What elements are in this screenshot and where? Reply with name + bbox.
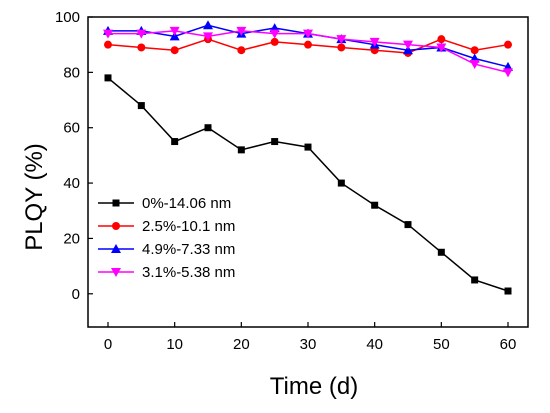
legend-label: 3.1%-5.38 nm <box>142 264 235 281</box>
data-point <box>203 32 213 42</box>
data-point <box>237 46 246 55</box>
data-point <box>137 102 145 110</box>
legend-label: 0%-14.06 nm <box>142 195 231 212</box>
data-point <box>269 29 280 39</box>
axes-layer: 0 10 20 30 40 50 60 0 20 40 60 80 100 <box>55 9 529 353</box>
data-point <box>469 60 480 70</box>
data-point <box>237 146 245 154</box>
data-point <box>137 43 146 52</box>
data-point <box>404 221 412 229</box>
legend-item: 2.5%-10.1 nm <box>98 218 235 235</box>
data-point <box>403 40 413 50</box>
data-point <box>437 248 445 256</box>
data-point <box>369 37 380 47</box>
series-layer <box>103 20 513 295</box>
data-point <box>171 138 179 146</box>
data-point <box>204 124 212 132</box>
legend-item: 0%-14.06 nm <box>98 195 231 212</box>
legend-item: 3.1%-5.38 nm <box>98 264 235 281</box>
legend-marker <box>111 268 121 277</box>
legend-label: 2.5%-10.1 nm <box>142 218 235 235</box>
legend-item: 4.9%-7.33 nm <box>98 241 235 258</box>
data-point <box>104 74 112 82</box>
data-point <box>270 37 279 46</box>
legend: 0%-14.06 nm 2.5%-10.1 nm 4.9%-7.33 nm 3.1%-… <box>98 195 235 281</box>
data-point <box>436 43 447 53</box>
legend-marker <box>112 199 120 207</box>
x-tick-label: 30 <box>300 336 317 353</box>
legend-marker <box>112 222 120 230</box>
series-1 <box>104 35 512 57</box>
x-axis-title: Time (d) <box>270 373 358 400</box>
data-point <box>336 35 347 45</box>
data-point <box>170 46 179 55</box>
data-point <box>337 43 346 52</box>
data-point <box>169 31 180 41</box>
data-point <box>303 29 313 39</box>
data-point <box>169 26 180 36</box>
series-line <box>107 77 509 292</box>
data-point <box>304 40 312 49</box>
data-point <box>471 276 479 284</box>
y-tick-label: 80 <box>63 64 80 81</box>
y-tick-label: 20 <box>63 230 80 247</box>
data-point <box>437 35 446 44</box>
data-point <box>304 143 312 151</box>
y-tick-label: 0 <box>72 286 80 303</box>
series-0 <box>104 74 512 295</box>
x-tick-label: 20 <box>233 336 250 353</box>
x-tick-label: 0 <box>104 336 112 353</box>
data-point <box>236 26 247 36</box>
y-tick-label: 100 <box>55 9 80 26</box>
x-tick-label: 10 <box>166 336 183 353</box>
data-point <box>470 46 479 55</box>
data-point <box>503 68 513 78</box>
data-point <box>504 287 512 295</box>
data-point <box>371 201 379 209</box>
x-tick-label: 60 <box>500 336 517 353</box>
data-point <box>504 40 512 49</box>
y-tick-label: 40 <box>63 175 80 192</box>
data-point <box>403 45 413 55</box>
legend-label: 4.9%-7.33 nm <box>142 241 235 258</box>
data-point <box>271 138 279 146</box>
x-tick-label: 50 <box>433 336 450 353</box>
series-3 <box>103 26 513 78</box>
data-point <box>203 20 213 30</box>
data-point <box>103 29 113 39</box>
legend-marker <box>111 244 121 253</box>
data-point <box>104 40 112 49</box>
data-point <box>136 29 147 39</box>
data-point <box>337 179 345 187</box>
x-tick-label: 40 <box>366 336 383 353</box>
y-axis-title: PLQY (%) <box>21 143 48 251</box>
y-tick-label: 60 <box>63 120 80 137</box>
